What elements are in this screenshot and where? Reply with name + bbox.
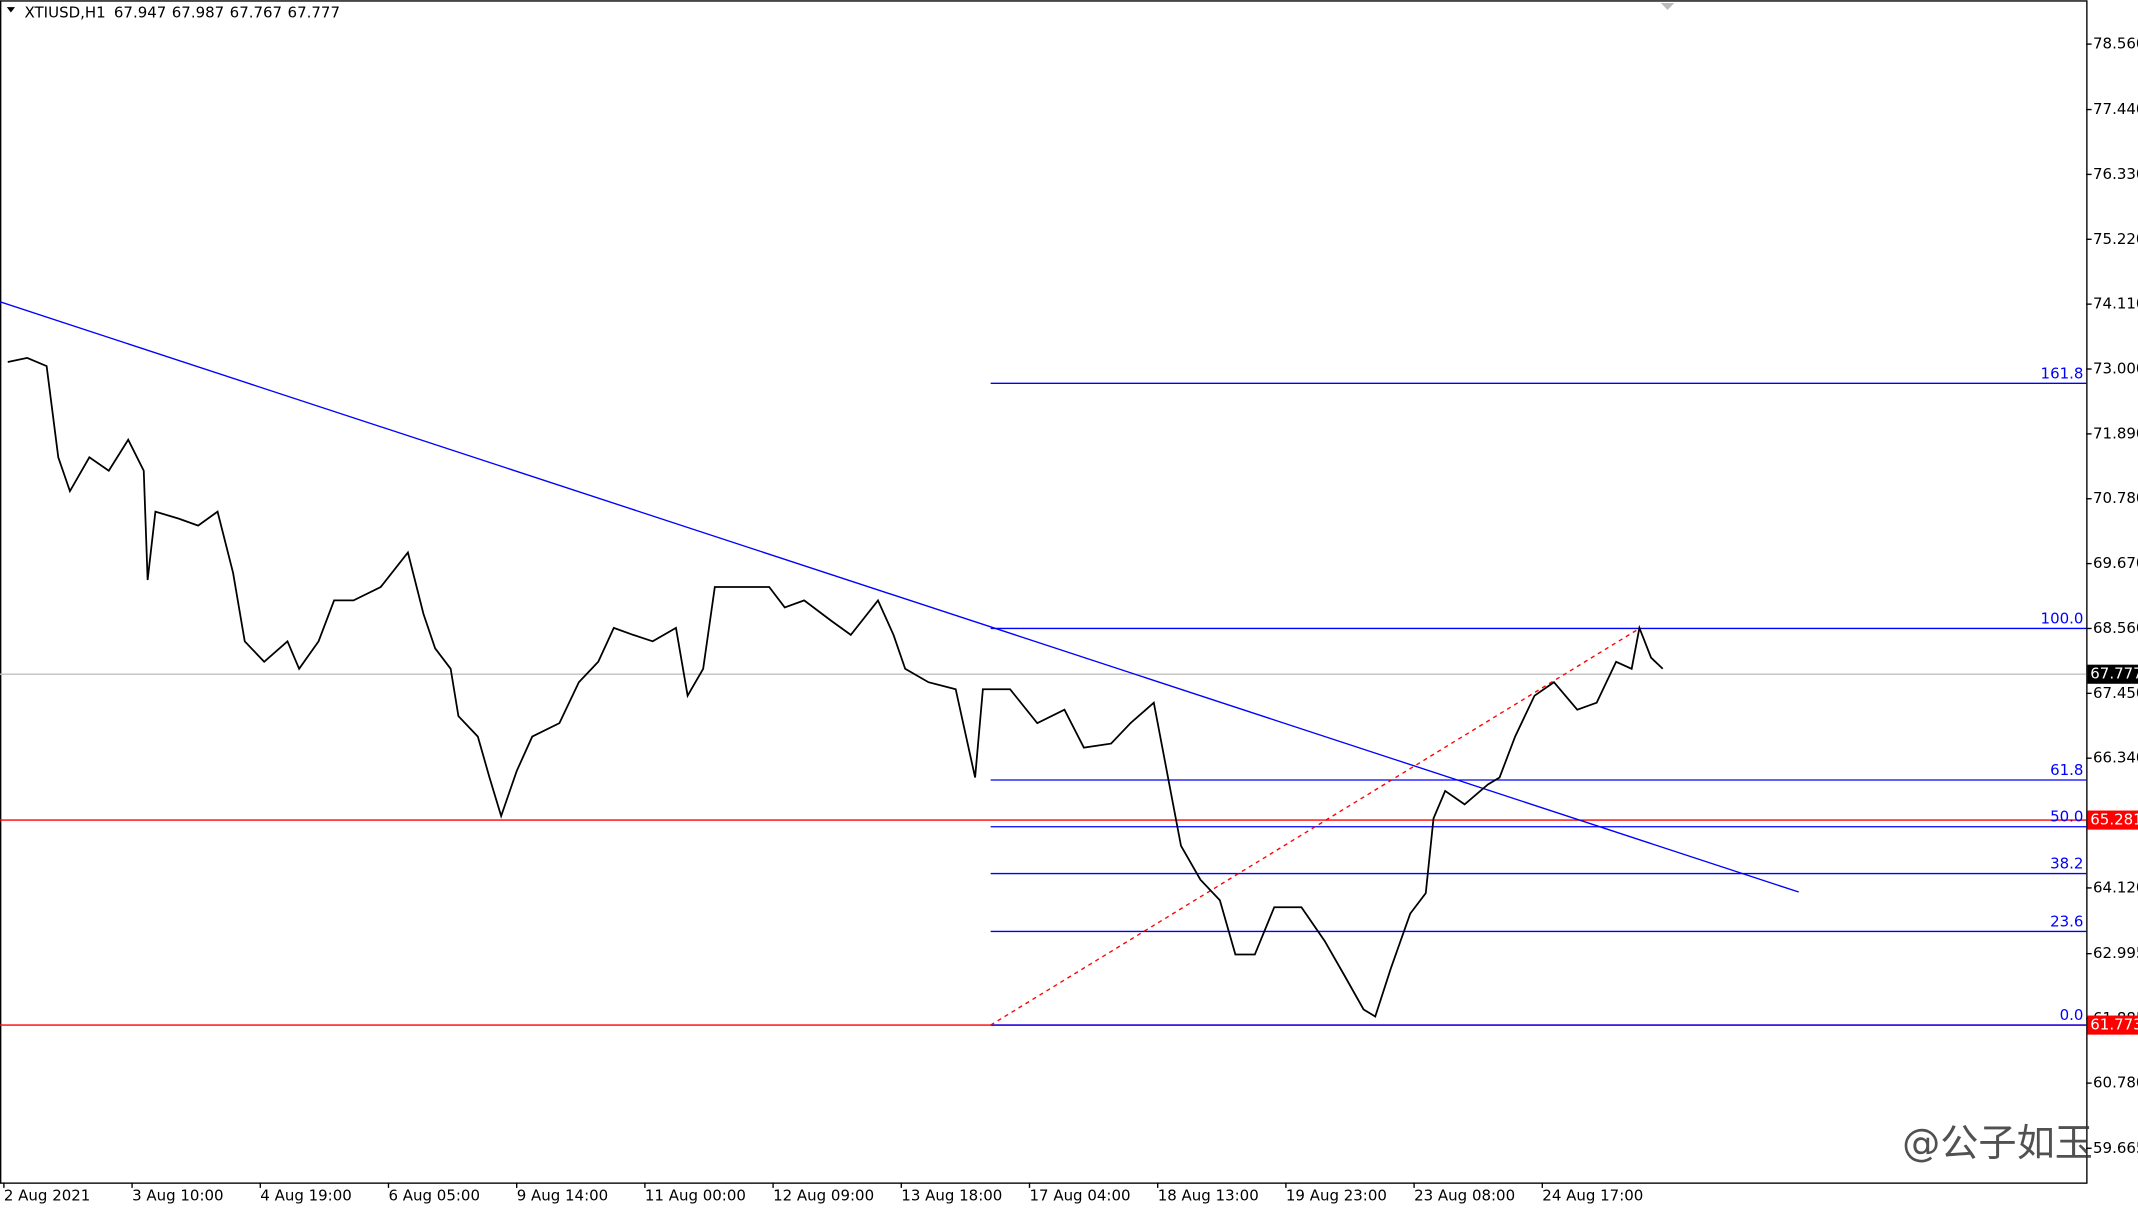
x-tick-label: 4 Aug 19:00: [260, 1187, 352, 1205]
y-tick-label: 68.560: [2093, 619, 2138, 637]
x-tick-label: 12 Aug 09:00: [773, 1187, 874, 1205]
x-tick-label: 3 Aug 10:00: [132, 1187, 224, 1205]
fib-label: 100.0: [2041, 609, 2084, 627]
quote-value: 67.947: [114, 3, 166, 21]
plot-frame: [0, 0, 2088, 1184]
symbol: XTIUSD,H1: [25, 3, 106, 21]
fib-label: 38.2: [2050, 855, 2083, 873]
y-tick-label: 78.560: [2093, 35, 2138, 53]
y-tick-label: 73.000: [2093, 360, 2138, 378]
shift-marker: [1660, 3, 1675, 10]
y-tick-label: 67.450: [2093, 684, 2138, 702]
y-tick-label: 76.330: [2093, 165, 2138, 183]
y-tick-label: 62.995: [2093, 944, 2138, 962]
price-tag-label: 61.773: [2090, 1016, 2138, 1034]
x-tick-label: 23 Aug 08:00: [1414, 1187, 1515, 1205]
y-tick-label: 75.220: [2093, 230, 2138, 248]
fib-label: 61.8: [2050, 761, 2083, 779]
x-tick-label: 9 Aug 14:00: [517, 1187, 609, 1205]
watermark: @公子如玉: [1902, 1122, 2093, 1166]
y-tick-label: 59.665: [2093, 1139, 2138, 1157]
fib-label: 161.8: [2041, 364, 2084, 382]
y-tick-label: 66.340: [2093, 749, 2138, 767]
y-tick-label: 74.110: [2093, 295, 2138, 313]
x-tick-label: 19 Aug 23:00: [1286, 1187, 1387, 1205]
price-tag: [2087, 810, 2138, 830]
quote-value: 67.987: [172, 3, 224, 21]
y-tick-label: 70.780: [2093, 489, 2138, 507]
price-tag: [2087, 664, 2138, 684]
menu-arrow[interactable]: [6, 7, 15, 13]
y-tick-label: 77.440: [2093, 100, 2138, 118]
price-tag: [2087, 1015, 2138, 1035]
fib-anchor-line: [990, 627, 1640, 1026]
price-line: [7, 356, 1664, 1018]
x-tick-label: 24 Aug 17:00: [1542, 1187, 1643, 1205]
price-tag-label: 67.777: [2090, 665, 2138, 683]
x-tick-label: 17 Aug 04:00: [1029, 1187, 1130, 1205]
x-tick-label: 18 Aug 13:00: [1158, 1187, 1259, 1205]
chart-header: XTIUSD,H1 67.947 67.987 67.767 67.777: [25, 3, 340, 21]
y-tick-label: 71.890: [2093, 424, 2138, 442]
fib-label: 0.0: [2060, 1006, 2084, 1024]
y-tick-label: 60.780: [2093, 1074, 2138, 1092]
fib-label: 23.6: [2050, 912, 2083, 930]
x-tick-label: 6 Aug 05:00: [388, 1187, 480, 1205]
x-tick-label: 13 Aug 18:00: [901, 1187, 1002, 1205]
quote-value: 67.767: [230, 3, 282, 21]
quote-value: 67.777: [288, 3, 340, 21]
x-tick-label: 2 Aug 2021: [4, 1187, 90, 1205]
x-tick-label: 11 Aug 00:00: [645, 1187, 746, 1205]
y-tick-label: 69.670: [2093, 554, 2138, 572]
price-tag-label: 65.281: [2090, 811, 2138, 829]
y-tick-label: 64.120: [2093, 878, 2138, 896]
trendline: [0, 301, 1799, 893]
fib-label: 50.0: [2050, 808, 2083, 826]
